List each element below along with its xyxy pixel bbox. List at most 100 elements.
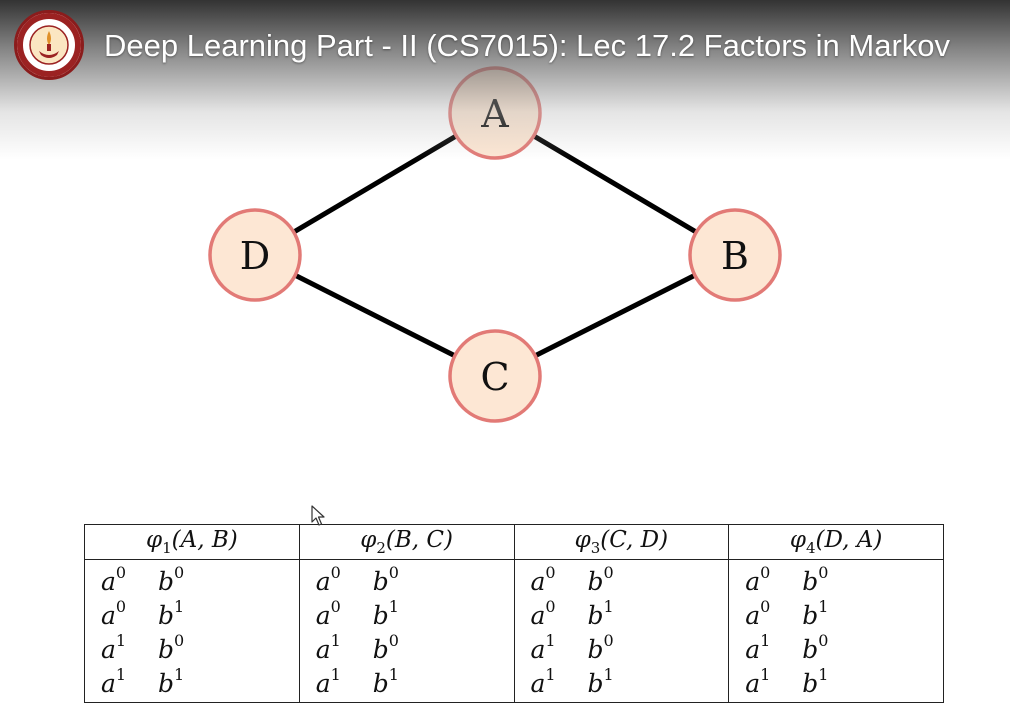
factor-symbol: φ [146,527,163,553]
assignment-row: a1 b0 [745,630,943,664]
graph-node-d: D [208,208,302,302]
assignment-var-a: a0 [531,597,588,630]
factor-header-4: φ4(D, A) [728,524,944,560]
assignment-var-a: a1 [745,631,802,664]
var-a-symbol: a [315,668,331,698]
var-a-value: 0 [760,596,771,616]
var-a-value: 0 [545,562,556,582]
var-a-value: 0 [330,596,341,616]
var-a-symbol: a [530,566,546,596]
var-b-value: 0 [603,630,614,650]
var-a-value: 0 [545,596,556,616]
assignment-var-a: a0 [316,563,373,596]
assignment-row: a1 b1 [316,664,514,698]
assignment-row: a1 b1 [745,664,943,698]
factor-index: 3 [590,539,601,557]
var-a-value: 1 [545,664,556,684]
var-a-value: 1 [545,630,556,650]
var-a-value: 0 [115,596,127,616]
assignment-var-b: b1 [802,597,859,630]
var-b-value: 0 [174,562,185,582]
var-b-symbol: b [802,668,819,698]
var-b-value: 0 [818,562,829,582]
assignment-var-a: a1 [531,631,588,664]
var-b-symbol: b [587,634,604,664]
var-b-symbol: b [587,566,604,596]
assignment-row: a1 b0 [531,630,729,664]
var-b-symbol: b [158,634,175,664]
var-b-symbol: b [587,600,604,630]
video-title[interactable]: Deep Learning Part - II (CS7015): Lec 17… [104,28,951,63]
var-a-symbol: a [530,668,546,698]
mouse-cursor-icon [311,505,325,526]
node-label: D [240,234,270,278]
var-b-value: 0 [603,562,614,582]
var-a-value: 0 [760,562,771,582]
factor-assignments-3: a0 b0 a0 b1 a1 b0 a1 b1 [513,559,730,703]
assignment-var-b: b1 [373,665,430,698]
channel-logo-icon[interactable] [14,10,84,80]
factor-symbol: φ [574,527,591,553]
var-b-value: 1 [174,596,185,616]
var-b-symbol: b [802,566,819,596]
factor-header-row: φ1(A, B) φ2(B, C) φ3(C, D) φ4(D, A) [84,524,944,560]
assignment-var-a: a0 [745,563,802,596]
assignment-var-b: b0 [588,631,645,664]
node-circle [688,208,782,302]
assignment-var-b: b1 [373,597,430,630]
var-b-value: 1 [818,596,829,616]
var-b-value: 0 [174,630,185,650]
graph-node-b: B [688,208,782,302]
var-b-value: 1 [388,596,399,616]
factor-args: (C, D) [600,527,669,553]
factor-index: 4 [806,539,816,557]
assignment-var-b: b1 [802,665,859,698]
assignment-row: a0 b0 [316,562,514,596]
var-b-symbol: b [372,600,389,630]
assignment-var-b: b0 [802,631,859,664]
var-a-symbol: a [101,668,116,698]
var-a-symbol: a [745,566,761,596]
var-a-symbol: a [745,668,761,698]
var-b-symbol: b [158,566,175,596]
factor-symbol: φ [360,527,377,553]
factor-symbol: φ [789,527,806,553]
assignment-var-b: b0 [158,563,215,596]
node-circle [208,208,302,302]
assignment-var-b: b1 [158,597,215,630]
assignment-var-a: a0 [101,563,158,596]
var-a-value: 1 [760,664,771,684]
factor-table: φ1(A, B) φ2(B, C) φ3(C, D) φ4(D, A) a0 b0 a0 b… [84,524,944,703]
assignment-var-b: b1 [588,597,645,630]
assignment-var-b: b0 [373,631,430,664]
var-b-value: 1 [603,664,614,684]
var-b-symbol: b [587,668,604,698]
assignment-var-a: a1 [101,665,158,698]
var-a-symbol: a [315,600,331,630]
assignment-row: a0 b1 [101,596,299,630]
assignment-row: a0 b1 [316,596,514,630]
assignment-var-a: a0 [745,597,802,630]
assignment-var-a: a0 [101,597,158,630]
assignment-row: a1 b0 [316,630,514,664]
var-a-value: 0 [115,562,127,582]
assignment-row: a0 b0 [101,562,299,596]
assignment-row: a0 b0 [531,562,729,596]
assignment-row: a0 b1 [745,596,943,630]
assignment-var-b: b0 [373,563,430,596]
var-a-value: 1 [115,664,127,684]
factor-assignments-4: a0 b0 a0 b1 a1 b0 a1 b1 [728,559,944,703]
var-a-symbol: a [745,634,761,664]
assignment-row: a1 b0 [101,630,299,664]
var-b-value: 0 [388,630,399,650]
node-circle [448,329,542,423]
factor-body-row: a0 b0 a0 b1 a1 b0 a1 b1 a0 b0 a0 b1 a1 b0 a1 b1 a0 b0 a0 b1… [84,559,944,703]
var-a-symbol: a [101,634,116,664]
factor-header-2: φ2(B, C) [298,524,515,560]
assignment-var-a: a1 [745,665,802,698]
var-a-value: 1 [330,664,341,684]
var-a-symbol: a [101,600,116,630]
assignment-var-a: a1 [316,665,373,698]
var-a-symbol: a [315,566,331,596]
